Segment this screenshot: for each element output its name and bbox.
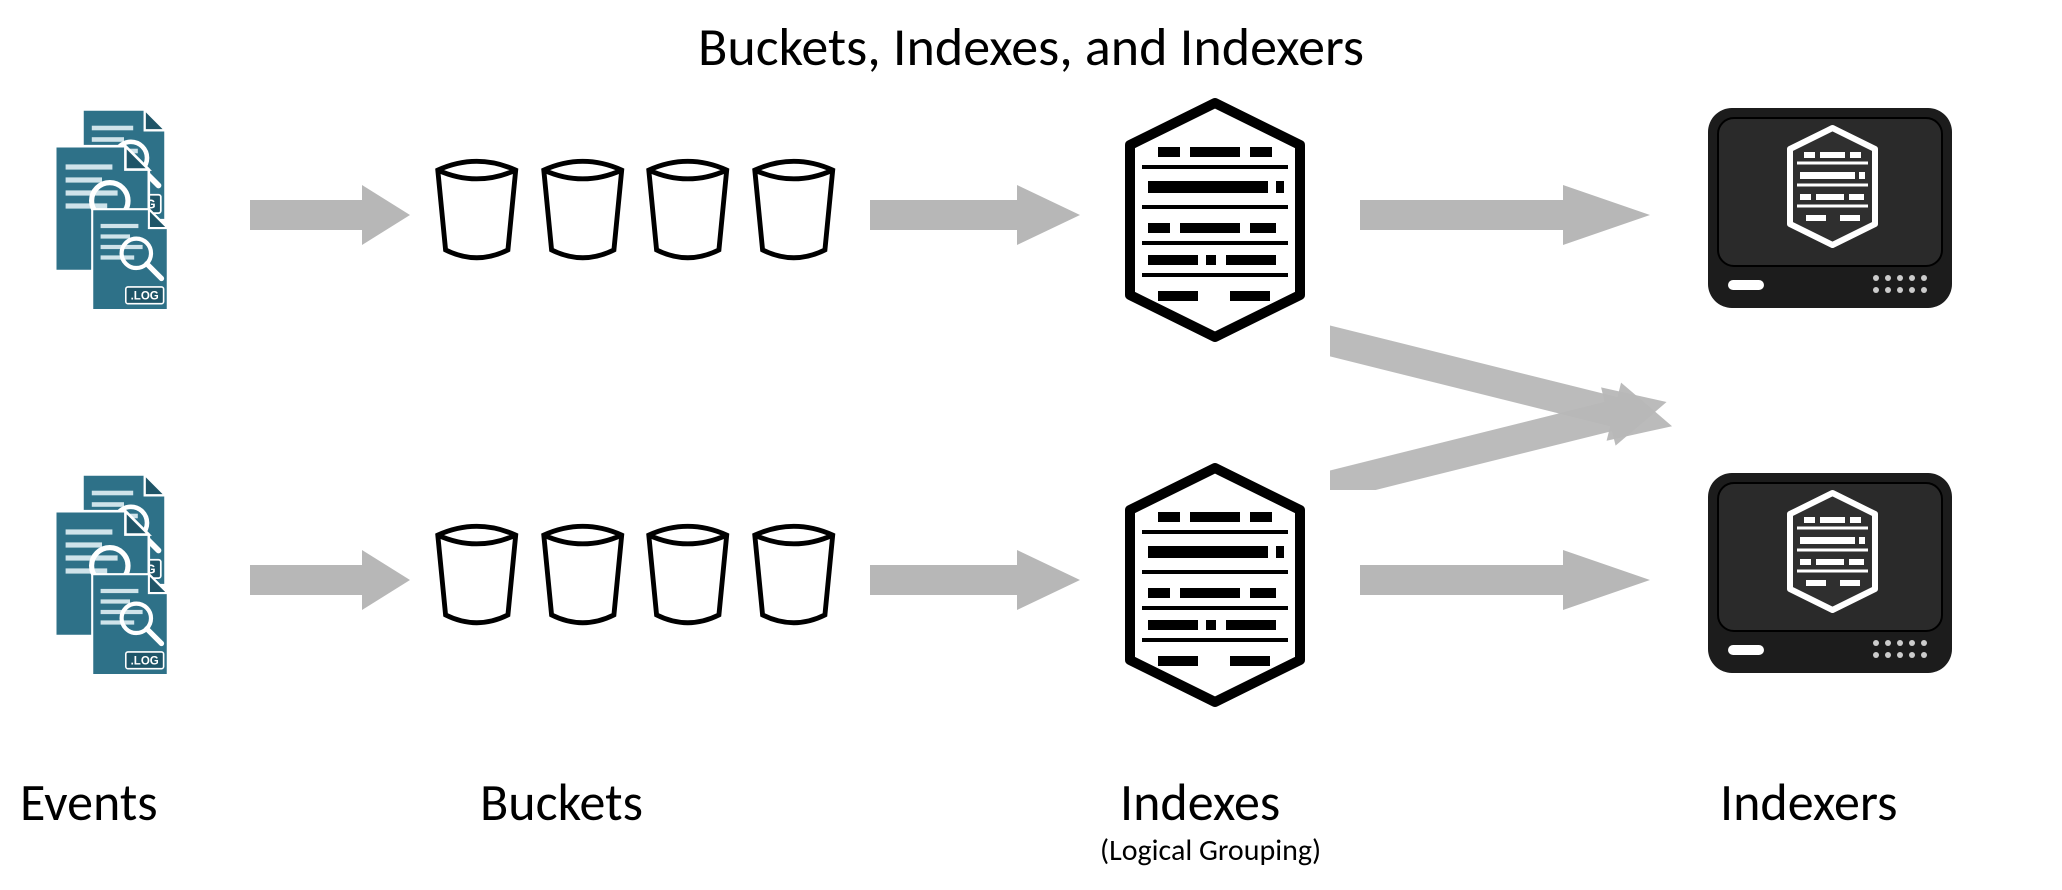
flow-row-2 (0, 470, 2062, 700)
events-icon (30, 470, 210, 690)
buckets-icon-group (430, 155, 840, 275)
bucket-icon (430, 155, 524, 267)
bucket-icon (536, 155, 630, 267)
arrow-buckets-to-indexes (870, 550, 1080, 610)
label-events: Events (20, 770, 158, 834)
index-icon (1110, 95, 1320, 345)
arrow-events-to-buckets (250, 185, 410, 245)
label-buckets: Buckets (480, 770, 643, 834)
indexer-icon (1700, 465, 1960, 685)
arrow-events-to-buckets (250, 550, 410, 610)
label-indexes-sub: (Logical Grouping) (1100, 832, 1321, 869)
label-indexers: Indexers (1720, 770, 1897, 834)
flow-row-1 (0, 105, 2062, 335)
index-icon (1110, 460, 1320, 710)
arrow-buckets-to-indexes (870, 185, 1080, 245)
arrow-indexes-to-indexers (1360, 550, 1650, 610)
bucket-icon (641, 155, 735, 267)
events-icon (30, 105, 210, 325)
bucket-icon (641, 520, 735, 632)
cross-arrows (1330, 290, 1700, 490)
diagram-title: Buckets, Indexes, and Indexers (0, 14, 2062, 80)
column-labels: Events Buckets Indexes (Logical Grouping… (0, 770, 2062, 890)
arrow-indexes-to-indexers (1360, 185, 1650, 245)
bucket-icon (430, 520, 524, 632)
indexer-icon (1700, 100, 1960, 320)
label-indexes: Indexes (1120, 770, 1280, 834)
bucket-icon (747, 155, 841, 267)
bucket-icon (747, 520, 841, 632)
buckets-icon-group (430, 520, 840, 640)
bucket-icon (536, 520, 630, 632)
